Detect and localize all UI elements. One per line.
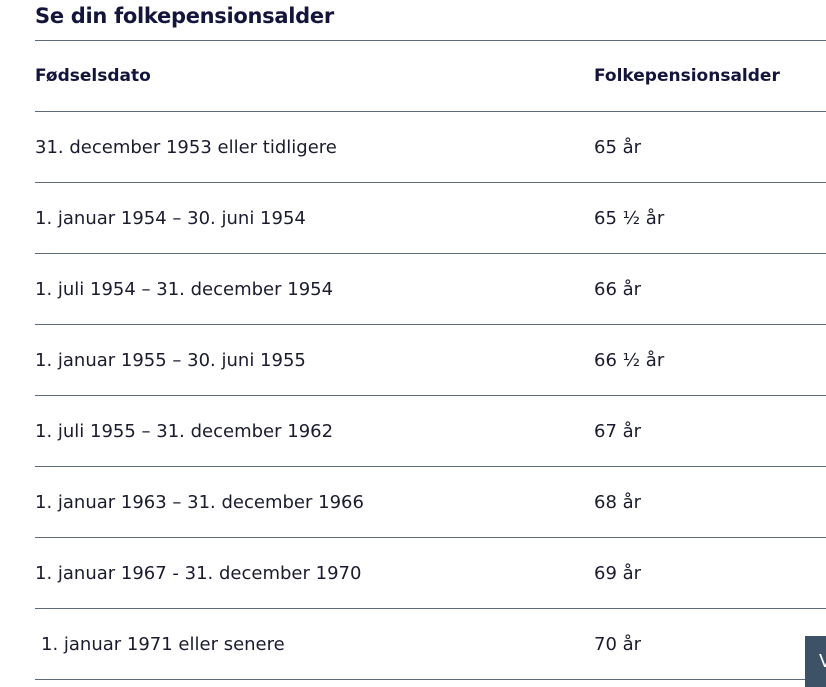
birth-date-cell: 1. januar 1967 - 31. december 1970 <box>35 537 594 609</box>
table-row: 1. januar 1971 eller senere 70 år <box>35 608 826 680</box>
page-title: Se din folkepensionsalder <box>35 4 334 28</box>
pension-age-cell: 70 år <box>594 608 826 680</box>
table-row: 1. juli 1955 – 31. december 1962 67 år <box>35 395 826 467</box>
birth-date-cell: 1. januar 1955 – 30. juni 1955 <box>35 324 594 396</box>
pension-age-cell: 65 ½ år <box>594 182 826 254</box>
birth-date-cell: 1. januar 1971 eller senere <box>35 608 594 680</box>
table-head: Fødselsdato Folkepensionsalder <box>35 40 826 112</box>
header-row: Fødselsdato Folkepensionsalder <box>35 40 826 112</box>
table-body: 31. december 1953 eller tidligere 65 år 1.… <box>35 111 826 680</box>
birth-date-cell: 1. juli 1955 – 31. december 1962 <box>35 395 594 467</box>
pension-age-cell: 67 år <box>594 395 826 467</box>
side-button[interactable]: V <box>805 636 826 687</box>
column-header: Fødselsdato <box>35 40 594 112</box>
table-row: 1. januar 1963 – 31. december 1966 68 år <box>35 466 826 538</box>
birth-date-cell: 31. december 1953 eller tidligere <box>35 111 594 183</box>
birth-date-cell: 1. juli 1954 – 31. december 1954 <box>35 253 594 325</box>
table-row: 1. juli 1954 – 31. december 1954 66 år <box>35 253 826 325</box>
pension-age-cell: 65 år <box>594 111 826 183</box>
birth-date-cell: 1. januar 1963 – 31. december 1966 <box>35 466 594 538</box>
table-row: 1. januar 1967 - 31. december 1970 69 år <box>35 537 826 609</box>
table-row: 1. januar 1955 – 30. juni 1955 66 ½ år <box>35 324 826 396</box>
table-row: 31. december 1953 eller tidligere 65 år <box>35 111 826 183</box>
column-header: Folkepensionsalder <box>594 40 826 112</box>
pension-age-cell: 66 ½ år <box>594 324 826 396</box>
pension-age-cell: 66 år <box>594 253 826 325</box>
pension-table: Fødselsdato Folkepensionsalder 31. decemb… <box>35 40 826 680</box>
table-row: 1. januar 1954 – 30. juni 1954 65 ½ år <box>35 182 826 254</box>
pension-age-cell: 69 år <box>594 537 826 609</box>
birth-date-cell: 1. januar 1954 – 30. juni 1954 <box>35 182 594 254</box>
pension-age-cell: 68 år <box>594 466 826 538</box>
